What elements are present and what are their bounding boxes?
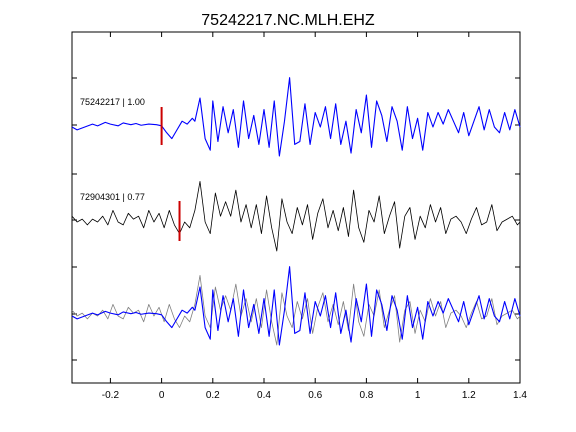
x-tick-label: 0.8 [359,390,373,401]
x-tick-label: 0.2 [206,390,220,401]
trace-label: 75242217 | 1.00 [80,97,145,107]
axis-ticks: -0.2 0 0.2 0.4 0.6 0.8 1 1.2 1.4 [72,31,527,401]
x-tick-label: 0.4 [257,390,271,401]
x-tick-label: 1.2 [462,390,476,401]
waveform-traces [71,77,521,346]
overlay-trace-line [71,266,521,346]
x-tick-label: 0 [159,390,165,401]
trace-labels: 75242217 | 1.00 72904301 | 0.77 [80,97,145,202]
x-tick-label: -0.2 [102,390,120,401]
x-tick-label: 1.4 [513,390,527,401]
trace-label: 72904301 | 0.77 [80,192,145,202]
trace-line [71,181,521,252]
x-tick-label: 0.6 [308,390,322,401]
overlay-trace-line [71,275,521,346]
x-tick-label: 1 [415,390,421,401]
plot-frame [71,31,521,384]
chart-title: 75242217.NC.MLH.EHZ [201,12,375,29]
